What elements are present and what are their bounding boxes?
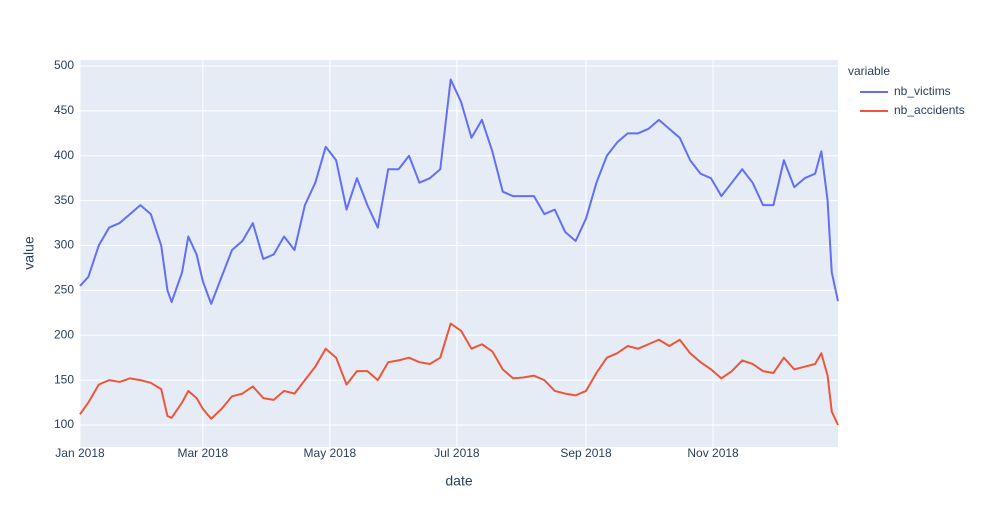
y-tick-label: 300: [54, 238, 74, 252]
x-tick-label: Jan 2018: [55, 446, 105, 460]
x-tick-label: Nov 2018: [687, 446, 739, 460]
legend-title: variable: [848, 64, 890, 78]
x-tick-label: Sep 2018: [560, 446, 612, 460]
y-tick-label: 150: [54, 372, 74, 386]
x-tick-label: Mar 2018: [178, 446, 229, 460]
x-tick-label: Jul 2018: [434, 446, 480, 460]
x-tick-label: May 2018: [304, 446, 357, 460]
y-axis-title: value: [21, 236, 37, 270]
plot-area: [80, 60, 838, 447]
y-tick-label: 450: [54, 103, 74, 117]
y-tick-label: 400: [54, 148, 74, 162]
y-tick-label: 350: [54, 193, 74, 207]
x-axis-title: date: [445, 473, 472, 489]
y-tick-label: 250: [54, 283, 74, 297]
legend-label: nb_victims: [894, 84, 951, 98]
y-tick-label: 100: [54, 417, 74, 431]
line-series: [79, 78, 839, 305]
line-series: [79, 322, 839, 426]
legend-label: nb_accidents: [894, 103, 965, 117]
y-tick-label: 200: [54, 327, 74, 341]
y-tick-label: 500: [54, 58, 74, 72]
